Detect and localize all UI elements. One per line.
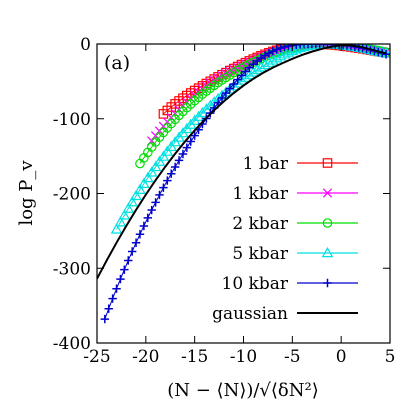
data-point-10-kbar <box>143 213 152 223</box>
data-point-10-kbar <box>159 183 168 192</box>
data-point-10-kbar <box>237 71 246 80</box>
data-point-5-kbar <box>282 46 295 57</box>
data-point-5-kbar <box>138 177 150 188</box>
data-point-10-kbar <box>104 304 113 313</box>
data-point-10-kbar <box>217 93 227 103</box>
data-point-10-kbar <box>112 284 121 293</box>
data-point-10-kbar <box>174 156 184 165</box>
data-point-5-kbar <box>298 44 310 52</box>
legend-label-gaussian: gaussian <box>212 304 288 324</box>
data-point-5-kbar <box>290 44 303 54</box>
data-point-10-kbar <box>190 131 199 140</box>
legend-marker-10-kbar <box>323 278 332 288</box>
data-point-5-kbar <box>157 150 170 161</box>
x-tick-label: -20 <box>132 347 159 367</box>
x-axis-label: (N − ⟨N⟩)/√⟨δN²⟩ <box>167 380 319 401</box>
data-point-5-kbar <box>274 50 287 61</box>
data-point-10-kbar <box>131 238 141 247</box>
legend-label-2-kbar: 2 kbar <box>232 214 289 234</box>
data-point-5-kbar <box>122 202 135 213</box>
x-tick-label: -5 <box>284 347 301 367</box>
data-point-5-kbar <box>110 223 123 234</box>
data-point-10-kbar <box>268 46 277 56</box>
x-tick-label: -25 <box>83 347 110 367</box>
legend-marker-1-bar <box>322 158 333 168</box>
data-point-5-kbar <box>126 196 138 207</box>
data-point-10-kbar <box>276 44 285 53</box>
data-point-10-kbar <box>311 44 320 49</box>
legend-label-5-kbar: 5 kbar <box>232 244 289 264</box>
x-tick-label: 0 <box>336 347 347 367</box>
legend-marker-2-kbar <box>322 218 333 228</box>
data-point-5-kbar <box>302 44 314 51</box>
data-point-5-kbar <box>153 155 166 166</box>
data-point-10-kbar <box>108 294 117 303</box>
legend-marker-1-kbar <box>322 188 333 198</box>
data-point-10-kbar <box>186 137 195 146</box>
data-point-5-kbar <box>239 71 252 82</box>
data-point-5-kbar <box>278 48 291 59</box>
data-point-10-kbar <box>151 198 160 207</box>
panel-label: (a) <box>104 52 130 74</box>
data-point-5-kbar <box>270 52 283 63</box>
data-point-5-kbar <box>227 80 240 91</box>
legend-label-10-kbar: 10 kbar <box>222 274 289 294</box>
data-point-5-kbar <box>145 166 158 177</box>
data-point-10-kbar <box>155 190 164 200</box>
data-point-10-kbar <box>178 149 188 159</box>
y-tick-label: -400 <box>53 334 91 354</box>
data-point-5-kbar <box>114 216 127 227</box>
data-point-5-kbar <box>149 160 162 172</box>
data-point-10-kbar <box>233 75 242 84</box>
data-point-10-kbar <box>167 169 176 178</box>
y-tick-label: 0 <box>80 35 91 55</box>
legend-marker-5-kbar <box>321 246 334 258</box>
data-point-10-kbar <box>264 48 274 58</box>
legend-label-1-kbar: 1 kbar <box>232 184 289 204</box>
data-point-5-kbar <box>251 63 264 75</box>
data-point-10-kbar <box>221 88 231 98</box>
data-point-5-kbar <box>247 66 260 77</box>
data-point-5-kbar <box>294 44 306 53</box>
data-point-5-kbar <box>130 189 142 201</box>
data-point-10-kbar <box>272 45 281 54</box>
data-point-5-kbar <box>286 44 299 56</box>
data-point-10-kbar <box>127 247 137 256</box>
data-point-10-kbar <box>229 79 238 89</box>
y-tick-label: -200 <box>53 185 91 205</box>
data-point-10-kbar <box>120 265 129 274</box>
y-tick-label: -100 <box>53 110 91 130</box>
data-point-10-kbar <box>182 143 192 152</box>
data-point-10-kbar <box>163 176 172 185</box>
legend: 1 bar 1 kbar 2 kbar 5 kbar 10 kbar gaussian <box>212 154 358 324</box>
data-point-5-kbar <box>134 183 146 194</box>
data-point-10-kbar <box>124 256 133 265</box>
y-tick-label: -300 <box>53 259 91 279</box>
x-tick-label: -15 <box>181 347 208 367</box>
data-point-5-kbar <box>141 172 154 183</box>
data-point-10-kbar <box>147 205 156 215</box>
data-point-10-kbar <box>170 162 180 172</box>
data-point-10-kbar <box>225 84 235 93</box>
data-point-10-kbar <box>135 230 145 239</box>
data-point-10-kbar <box>139 221 149 231</box>
axes-layer: -25 -20 -15 -10 -5 0 5 -400 -300 -200 -100 0 <box>53 35 396 367</box>
data-point-10-kbar <box>100 314 110 324</box>
data-point-10-kbar <box>241 67 250 76</box>
x-tick-label: -10 <box>230 347 257 367</box>
data-point-10-kbar <box>381 50 390 59</box>
data-point-10-kbar <box>116 274 125 284</box>
data-point-10-kbar <box>307 44 317 49</box>
data-point-5-kbar <box>243 69 256 80</box>
legend-label-1-bar: 1 bar <box>243 154 289 174</box>
data-point-10-kbar <box>315 44 324 49</box>
data-point-5-kbar <box>118 209 131 220</box>
y-axis-label: log P_v <box>16 160 37 226</box>
x-tick-label: 5 <box>385 347 396 367</box>
